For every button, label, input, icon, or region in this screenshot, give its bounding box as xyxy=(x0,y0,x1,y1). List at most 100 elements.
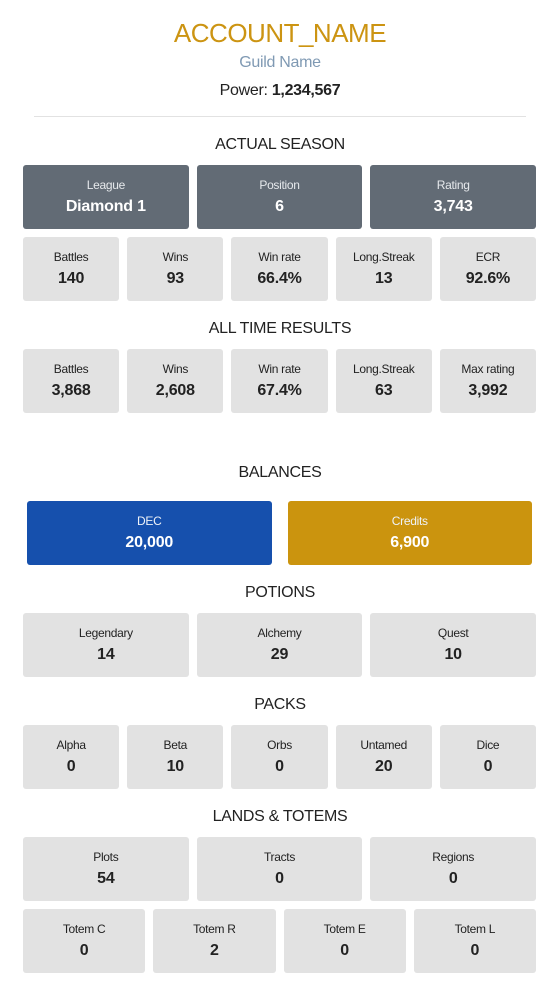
stat-value: 14 xyxy=(97,646,115,663)
stat-label: ECR xyxy=(475,250,501,264)
stat-value: 0 xyxy=(470,942,480,959)
season-primary-row: League Diamond 1 Position 6 Rating 3,743 xyxy=(23,165,537,229)
land-card-regions: Regions 0 xyxy=(370,837,537,901)
stat-label: Tracts xyxy=(263,850,296,864)
section-title-lands-totems: LANDS & TOTEMS xyxy=(212,808,348,825)
balances-row: DEC 20,000 Credits 6,900 xyxy=(27,501,532,565)
stat-value: 0 xyxy=(66,758,76,775)
stat-value: 0 xyxy=(275,758,284,775)
potion-card-alchemy: Alchemy 29 xyxy=(196,613,363,677)
stat-card-rating: Rating 3,743 xyxy=(370,165,537,229)
stat-label: Orbs xyxy=(267,738,292,752)
stat-label: Totem E xyxy=(323,922,366,936)
guild-name: Guild Name xyxy=(239,54,321,71)
stat-value: 140 xyxy=(58,270,85,287)
header-divider xyxy=(34,116,526,117)
stat-label: Max rating xyxy=(461,362,515,376)
pack-card-orbs: Orbs 0 xyxy=(231,725,328,789)
balance-card-credits: Credits 6,900 xyxy=(287,501,532,565)
stat-label: Alpha xyxy=(56,738,87,752)
stat-value: 0 xyxy=(448,870,458,887)
stat-value: 13 xyxy=(375,270,393,287)
pack-card-dice: Dice 0 xyxy=(439,725,537,789)
pack-card-untamed: Untamed 20 xyxy=(335,725,432,789)
stat-value: 0 xyxy=(79,942,89,959)
stat-card-position: Position 6 xyxy=(196,165,363,229)
stat-label: Battles xyxy=(53,250,89,264)
totem-card-epic: Totem E 0 xyxy=(283,909,406,973)
stat-value: 2 xyxy=(210,942,219,959)
stat-value: 93 xyxy=(166,270,185,287)
stat-value: 0 xyxy=(275,870,284,887)
stat-label: Position xyxy=(259,178,300,192)
stat-label: Wins xyxy=(162,362,189,376)
totem-card-legendary: Totem L 0 xyxy=(413,909,536,973)
balance-label: DEC xyxy=(137,514,162,528)
stat-value: 10 xyxy=(166,758,185,775)
stat-label: Long.Streak xyxy=(353,250,415,264)
stat-value: 0 xyxy=(483,758,493,775)
balance-card-dec: DEC 20,000 xyxy=(27,501,272,565)
totems-row: Totem C 0 Totem R 2 Totem E 0 Totem L 0 xyxy=(23,909,536,973)
totem-card-rare: Totem R 2 xyxy=(153,909,276,973)
packs-row: Alpha 0 Beta 10 Orbs 0 Untamed 20 Dice 0 xyxy=(23,725,537,789)
stat-label: Regions xyxy=(432,850,475,864)
stat-label: Long.Streak xyxy=(353,362,415,376)
stat-label: Rating xyxy=(436,178,470,192)
balance-label: Credits xyxy=(391,514,428,528)
stat-value: 67.4% xyxy=(257,382,302,399)
pack-card-beta: Beta 10 xyxy=(127,725,224,789)
stat-card-long-streak: Long.Streak 13 xyxy=(335,237,432,301)
section-title-potions: POTIONS xyxy=(245,584,315,601)
potions-row: Legendary 14 Alchemy 29 Quest 10 xyxy=(23,613,537,677)
stat-card-win-rate: Win rate 67.4% xyxy=(231,349,328,413)
stat-card-league: League Diamond 1 xyxy=(23,165,189,229)
stat-value: 20 xyxy=(375,758,393,775)
stat-label: Win rate xyxy=(258,250,301,264)
stat-label: Totem C xyxy=(62,922,106,936)
stat-label: Wins xyxy=(162,250,189,264)
power-line: Power: 1,234,567 xyxy=(0,82,560,100)
lands-row: Plots 54 Tracts 0 Regions 0 xyxy=(23,837,537,901)
section-title-all-time: ALL TIME RESULTS xyxy=(208,320,352,337)
pack-card-alpha: Alpha 0 xyxy=(23,725,120,789)
stat-label: Totem L xyxy=(454,922,496,936)
section-title-actual-season: ACTUAL SEASON xyxy=(215,136,345,153)
power-value: 1,234,567 xyxy=(271,82,341,99)
stat-card-battles: Battles 140 xyxy=(23,237,120,301)
potion-card-legendary: Legendary 14 xyxy=(23,613,189,677)
totem-card-common: Totem C 0 xyxy=(23,909,146,973)
stat-value: 2,608 xyxy=(155,382,195,399)
stat-label: Plots xyxy=(93,850,119,864)
stat-label: Alchemy xyxy=(257,626,302,640)
land-card-plots: Plots 54 xyxy=(23,837,189,901)
stat-card-long-streak: Long.Streak 63 xyxy=(335,349,432,413)
stat-card-win-rate: Win rate 66.4% xyxy=(231,237,328,301)
stat-card-max-rating: Max rating 3,992 xyxy=(439,349,537,413)
stat-value: 3,868 xyxy=(51,382,91,399)
stat-card-battles: Battles 3,868 xyxy=(23,349,120,413)
stat-value: 29 xyxy=(270,646,289,663)
balance-value: 6,900 xyxy=(390,534,430,551)
section-title-balances: BALANCES xyxy=(238,464,322,481)
stat-value: 92.6% xyxy=(465,270,511,287)
stat-value: Diamond 1 xyxy=(65,198,146,215)
power-label: Power: xyxy=(219,82,268,99)
all-time-stats-row: Battles 3,868 Wins 2,608 Win rate 67.4% … xyxy=(23,349,537,413)
stat-card-wins: Wins 93 xyxy=(127,237,224,301)
stat-value: 3,992 xyxy=(468,382,508,399)
stat-card-wins: Wins 2,608 xyxy=(127,349,224,413)
stat-label: Untamed xyxy=(360,738,407,752)
stat-value: 0 xyxy=(340,942,349,959)
stat-value: 10 xyxy=(444,646,462,663)
balance-value: 20,000 xyxy=(125,534,174,551)
stat-label: League xyxy=(86,178,126,192)
stat-value: 54 xyxy=(97,870,115,887)
account-name: ACCOUNT_NAME xyxy=(173,18,387,48)
land-card-tracts: Tracts 0 xyxy=(196,837,363,901)
stat-value: 66.4% xyxy=(257,270,302,287)
potion-card-quest: Quest 10 xyxy=(370,613,537,677)
stat-label: Dice xyxy=(476,738,500,752)
stat-label: Battles xyxy=(53,362,89,376)
stat-label: Legendary xyxy=(78,626,133,640)
